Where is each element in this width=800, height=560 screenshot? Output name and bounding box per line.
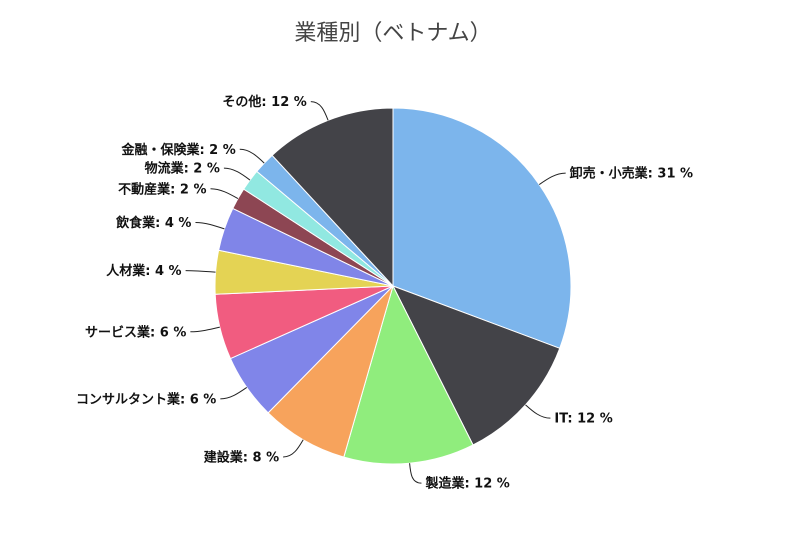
connector-line-0 (538, 172, 566, 185)
slice-label-0: 卸売・小売業: 31 % (570, 166, 693, 182)
pie-slice-0[interactable] (392, 107, 572, 349)
connector-line-7 (195, 221, 225, 230)
slice-label-6: 人材業: 4 % (106, 263, 181, 279)
slice-label-9: 物流業: 2 % (145, 161, 220, 177)
slice-label-4: コンサルタント業: 6 % (76, 391, 216, 407)
label-connectors (185, 101, 566, 484)
slice-label-10: 金融・保険業: 2 % (120, 142, 235, 158)
chart-title: 業種別（ベトナム） (294, 21, 491, 46)
slice-label-11: その他: 12 % (222, 94, 306, 110)
slice-label-1: IT: 12 % (554, 412, 612, 427)
pie-slices (214, 107, 572, 465)
connector-line-8 (210, 188, 239, 200)
connector-line-9 (223, 167, 251, 181)
slice-label-3: 建設業: 8 % (204, 449, 279, 465)
connector-line-4 (220, 387, 248, 400)
connector-line-2 (409, 463, 422, 484)
connector-line-3 (283, 439, 304, 458)
slice-label-2: 製造業: 12 % (424, 476, 509, 492)
pie-slice-2[interactable] (343, 285, 474, 465)
connector-line-11 (310, 101, 329, 121)
slice-label-5: サービス業: 6 % (85, 324, 186, 340)
pie-slice-1[interactable] (392, 285, 561, 446)
slice-labels: 卸売・小売業: 31 % IT: 12 % 製造業: 12 % 建設業: 8 % コンサ… (76, 94, 693, 492)
connector-line-5 (190, 326, 220, 333)
connector-line-1 (525, 404, 551, 419)
connector-line-10 (239, 148, 265, 164)
slice-label-8: 不動産業: 2 % (118, 181, 206, 197)
slice-label-7: 飲食業: 4 % (115, 215, 191, 231)
connector-line-6 (185, 270, 216, 273)
